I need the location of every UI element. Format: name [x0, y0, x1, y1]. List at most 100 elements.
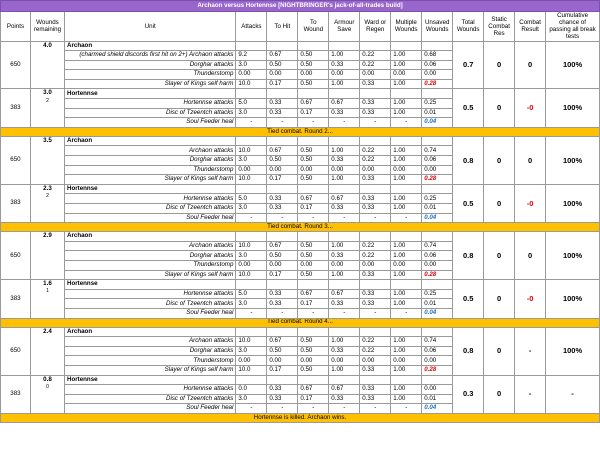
value-cell: 10.0 — [235, 145, 268, 157]
value-cell: 0.00 — [328, 355, 361, 366]
row-label: Hortennse attacks — [63, 98, 237, 109]
wounds-value: 3.5 — [43, 136, 52, 144]
value-cell: 0.00 — [421, 69, 454, 80]
value-cell: 1.00 — [328, 50, 361, 61]
empty-cell — [297, 374, 330, 386]
archaon-name-row: 650 3.5 Archaon 0.8 0 0 100% — [0, 135, 600, 185]
value-cell: 10.0 — [235, 364, 268, 376]
unit-name: Archaon — [63, 135, 237, 147]
value-cell: 0.67 — [297, 384, 330, 395]
wounds-remaining-cell: 3.0 2 — [29, 88, 66, 128]
value-cell: 1.00 — [390, 78, 423, 90]
value-cell: - — [297, 117, 330, 128]
value-cell: 0.00 — [297, 259, 330, 271]
points-cell: 650 — [0, 231, 31, 281]
value-cell: 0.50 — [297, 78, 330, 90]
empty-cell — [235, 183, 268, 195]
empty-cell — [328, 231, 361, 242]
empty-cell — [421, 40, 454, 52]
empty-cell — [266, 88, 299, 100]
total-wounds-cell: 0.8 — [452, 231, 485, 281]
value-cell: 1.00 — [390, 50, 423, 61]
value-cell: 0.33 — [266, 393, 299, 405]
points-cell: 650 — [0, 135, 31, 185]
row-label: Disc of Tzeentch attacks — [63, 203, 237, 214]
row-label: Archaon attacks — [63, 336, 237, 347]
static-res-cell: 0 — [483, 231, 516, 281]
value-cell: 10.0 — [235, 269, 268, 281]
value-cell: 0.74 — [421, 336, 454, 347]
empty-cell — [235, 326, 268, 338]
row-label: Soul Feeder heal — [63, 403, 237, 414]
row-label: Hortennse attacks — [63, 384, 237, 395]
row-label: (charmed shield discords first hit on 2+… — [63, 50, 237, 61]
value-cell: 0.50 — [297, 269, 330, 281]
wounds-sub-value: 0 — [46, 383, 49, 390]
value-cell: 0.33 — [328, 155, 361, 166]
table-row: Slayer of Kings self harm 10.0 0.17 0.50 1.0… — [1, 78, 600, 90]
table-row: (charmed shield discords first hit on 2+… — [1, 50, 600, 61]
static-res-cell: 0 — [483, 40, 516, 90]
points-cell: 383 — [0, 374, 31, 414]
empty-cell — [297, 135, 330, 147]
empty-cell — [421, 183, 454, 195]
value-cell: 0.33 — [328, 59, 361, 71]
value-cell: 0.06 — [421, 155, 454, 166]
row-label: Disc of Tzeentch attacks — [63, 107, 237, 119]
table-row: Archaon attacks 10.0 0.67 0.50 1.00 0.22 1.00 0… — [1, 145, 600, 157]
value-cell: - — [297, 212, 330, 224]
empty-cell — [421, 88, 454, 100]
empty-cell — [390, 40, 423, 52]
value-cell: 0.33 — [359, 364, 392, 376]
empty-cell — [421, 374, 454, 386]
empty-cell — [266, 231, 299, 242]
header-wounds-remaining: Wounds remaining — [29, 11, 66, 42]
value-cell: 0.33 — [266, 298, 299, 309]
header-to-wound: To Wound — [297, 11, 330, 42]
total-wounds-cell: 0.5 — [452, 88, 485, 128]
row-label: Archaon attacks — [63, 240, 237, 252]
row-label: Thunderstomp — [63, 164, 237, 176]
header-to-hit: To Hit — [266, 11, 299, 42]
static-res-cell: 0 — [483, 326, 516, 376]
value-cell: 0.67 — [297, 98, 330, 109]
value-cell: 0.22 — [359, 59, 392, 71]
value-cell: - — [390, 117, 423, 128]
value-cell: 0.28 — [421, 269, 454, 281]
value-cell: 0.33 — [266, 288, 299, 300]
header-attacks: Attacks — [235, 11, 268, 42]
header-points: Points — [0, 11, 31, 42]
value-cell: 3.0 — [235, 250, 268, 261]
row-label: Dorghar attacks — [63, 345, 237, 357]
value-cell: 0.22 — [359, 50, 392, 61]
empty-cell — [359, 40, 392, 52]
empty-cell — [390, 135, 423, 147]
value-cell: 0.33 — [359, 78, 392, 90]
value-cell: - — [266, 117, 299, 128]
value-cell: 0.33 — [328, 203, 361, 214]
table-row: Thunderstomp 0.00 0.00 0.00 0.00 0.00 0.00 0.00 — [1, 355, 600, 366]
empty-cell — [359, 231, 392, 242]
value-cell: 1.00 — [390, 364, 423, 376]
value-cell: 1.00 — [390, 336, 423, 347]
row-label: Soul Feeder heal — [63, 117, 237, 128]
row-label: Hortennse attacks — [63, 288, 237, 300]
value-cell: 0.68 — [421, 50, 454, 61]
empty-cell — [235, 135, 268, 147]
value-cell: 0.50 — [297, 145, 330, 157]
value-cell: 9.2 — [235, 50, 268, 61]
row-label: Archaon attacks — [63, 145, 237, 157]
combat-result-cell: 0 — [514, 135, 547, 185]
empty-cell — [421, 326, 454, 338]
value-cell: 0.28 — [421, 364, 454, 376]
round-separator: Tied combat. Round 3... — [0, 222, 600, 233]
value-cell: 1.00 — [390, 98, 423, 109]
hort-name-row: 383 1.6 1 Hortennse 0.5 0 -0 100% — [0, 279, 600, 319]
unit-name: Archaon — [63, 40, 237, 52]
value-cell: 0.00 — [421, 384, 454, 395]
empty-cell — [297, 279, 330, 290]
points-cell: 383 — [0, 183, 31, 224]
value-cell: 0.74 — [421, 240, 454, 252]
value-cell: 0.22 — [359, 345, 392, 357]
value-cell: - — [235, 403, 268, 414]
